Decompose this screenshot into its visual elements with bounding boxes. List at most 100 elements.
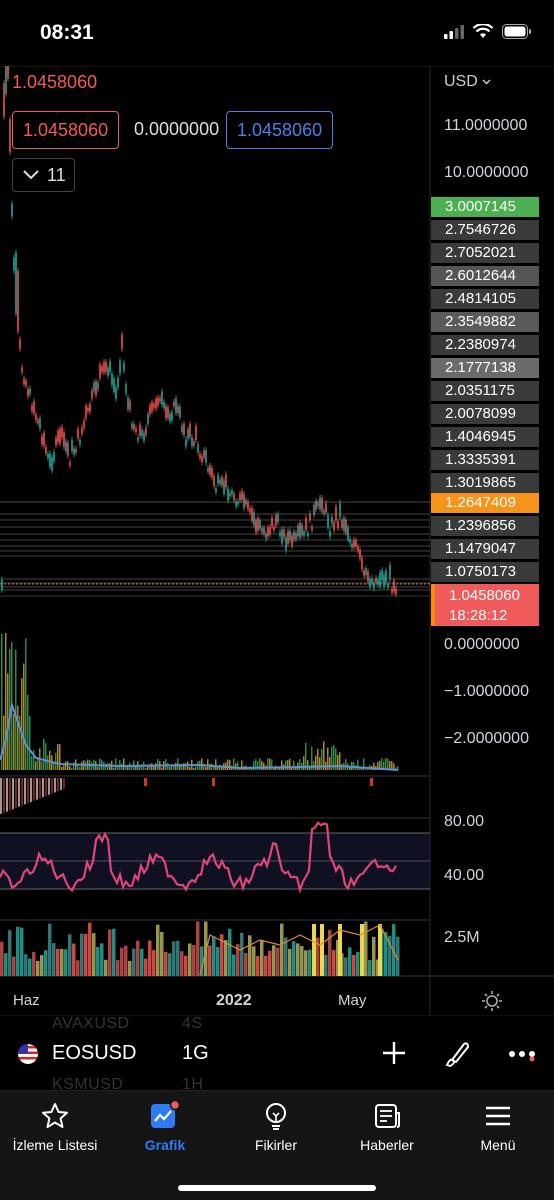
cellular-signal-icon — [444, 24, 464, 39]
interval-button[interactable]: 1G — [182, 1042, 209, 1064]
histogram-bar — [341, 764, 343, 770]
candle-body — [353, 539, 355, 548]
histogram-bar — [63, 765, 65, 770]
volume-bar — [256, 956, 260, 976]
volume-bar — [324, 954, 328, 976]
axis-label: −1.0000000 — [444, 683, 529, 700]
histogram-bar — [267, 758, 269, 770]
candle-body — [79, 439, 81, 445]
histogram-bar — [59, 744, 61, 770]
volume-bar — [316, 937, 320, 976]
volume-bar — [352, 955, 356, 976]
nav-news[interactable]: Haberler — [332, 1091, 442, 1161]
volume-bar — [84, 934, 88, 976]
candle-body — [375, 577, 377, 583]
volume-bar — [100, 943, 104, 976]
histogram-bar — [357, 759, 359, 770]
histogram-bar — [295, 766, 297, 770]
candle-body — [285, 537, 287, 551]
volume-bar — [224, 940, 228, 976]
ohlc-close-value: 1.0458060 — [226, 111, 334, 149]
candle-body — [55, 438, 57, 446]
candle-body — [87, 407, 89, 411]
histogram-bar — [123, 758, 125, 770]
oscillator-bar — [0, 778, 2, 814]
oscillator-bar — [48, 778, 50, 795]
candle-body — [245, 500, 247, 505]
candle-body — [373, 582, 375, 589]
candle-body — [49, 453, 51, 467]
ohlc-change-value: 0.0000000 — [134, 119, 220, 139]
histogram-bar — [17, 705, 19, 770]
histogram-bar — [149, 763, 151, 770]
histogram-bar — [139, 765, 141, 770]
candle-body — [311, 526, 313, 530]
bar-countdown: 18:28:12 — [449, 607, 508, 624]
candle-body — [333, 522, 335, 531]
histogram-bar — [19, 715, 21, 770]
candle-body — [167, 407, 169, 418]
candle-body — [107, 367, 109, 376]
histogram-bar — [37, 757, 39, 770]
oscillator-bar — [27, 778, 29, 804]
candle-body — [89, 403, 91, 412]
chart-area[interactable] — [0, 66, 554, 1016]
chart-settings-icon[interactable] — [481, 990, 503, 1012]
candle-body — [5, 66, 7, 95]
candle-body — [121, 334, 123, 350]
candle-body — [197, 444, 199, 453]
candle-body — [283, 529, 285, 538]
candle-body — [93, 382, 95, 392]
volume-bar — [244, 952, 248, 976]
histogram-bar — [319, 757, 321, 770]
volume-bar — [292, 941, 296, 976]
volume-bar — [64, 949, 68, 976]
candle-body — [331, 516, 333, 524]
candle-body — [31, 405, 33, 412]
candle-body — [1, 579, 3, 590]
add-plus-icon[interactable] — [381, 1040, 407, 1066]
oscillator-bar — [212, 778, 215, 786]
candle-body — [323, 510, 325, 514]
drawing-brush-icon[interactable] — [444, 1040, 472, 1068]
indicators-collapse-button[interactable]: 11 — [12, 158, 75, 192]
candle-body — [75, 449, 77, 453]
candle-body — [199, 454, 201, 459]
candle-body — [129, 400, 131, 410]
candle-body — [155, 398, 157, 409]
volume-bar — [348, 947, 352, 976]
candle-body — [327, 515, 329, 528]
histogram-bar — [329, 756, 331, 770]
symbol-name-button[interactable]: EOSUSD — [52, 1042, 137, 1064]
candle-body — [395, 588, 397, 595]
indicator-count: 11 — [47, 164, 66, 185]
ghost-interval: 4S — [182, 1015, 203, 1032]
volume-bar — [376, 959, 380, 976]
currency-selector[interactable]: USD — [444, 73, 491, 91]
candle-body — [369, 579, 371, 588]
candle-body — [309, 513, 311, 521]
volume-bar — [124, 945, 128, 976]
candle-body — [359, 549, 361, 559]
nav-chart[interactable]: Grafik — [110, 1091, 220, 1161]
candle-body — [223, 480, 225, 494]
candle-body — [125, 384, 127, 394]
chart-canvas[interactable] — [0, 66, 554, 1016]
more-dots-icon[interactable] — [508, 1046, 536, 1062]
volume-bar — [140, 948, 144, 976]
nav-ideas[interactable]: Fikirler — [221, 1091, 331, 1161]
histogram-bar — [29, 715, 31, 770]
candle-body — [387, 584, 389, 588]
histogram-bar — [309, 765, 311, 770]
candle-body — [295, 533, 297, 540]
price-level-tag: 1.0750173 — [431, 562, 539, 582]
histogram-bar — [35, 761, 37, 770]
histogram-bar — [147, 765, 149, 770]
histogram-bar — [175, 762, 177, 770]
volume-bar — [104, 959, 108, 976]
home-indicator — [178, 1185, 376, 1191]
histogram-bar — [47, 755, 49, 770]
nav-watchlist[interactable]: İzleme Listesi — [0, 1091, 110, 1161]
histogram-bar — [391, 761, 393, 770]
nav-menu[interactable]: Menü — [443, 1091, 553, 1161]
